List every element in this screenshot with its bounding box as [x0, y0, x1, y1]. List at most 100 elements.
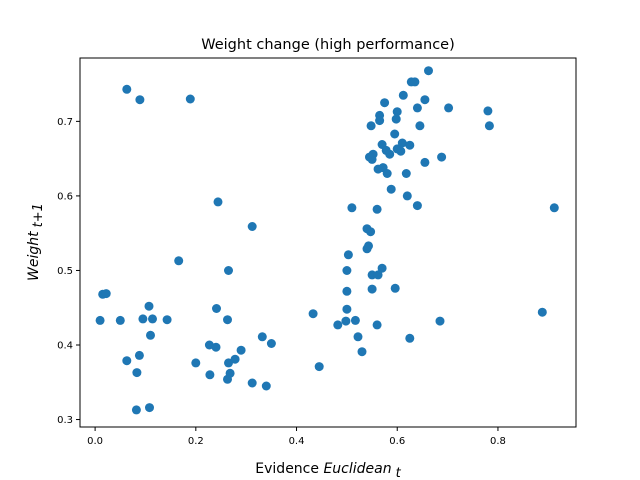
data-point — [314, 362, 324, 372]
y-tick-label: 0.4 — [57, 341, 73, 352]
data-point — [257, 332, 267, 342]
data-point — [372, 204, 382, 214]
x-axis-label-italic: Euclidean — [323, 461, 391, 477]
y-tick-label: 0.7 — [57, 117, 73, 128]
data-point — [373, 270, 383, 280]
data-point — [382, 169, 392, 178]
data-point — [138, 314, 148, 324]
data-point — [377, 263, 387, 273]
data-point — [341, 316, 351, 326]
data-point — [392, 107, 402, 117]
data-point — [401, 169, 411, 178]
data-point — [483, 106, 493, 116]
plot-frame — [79, 57, 577, 428]
data-point — [146, 330, 155, 340]
data-point — [372, 320, 382, 330]
data-point — [437, 152, 447, 162]
chart-title: Weight change (high performance) — [201, 37, 455, 53]
data-point — [549, 203, 559, 213]
data-point — [261, 381, 271, 391]
data-point — [205, 370, 215, 380]
x-tick-label: 0.2 — [188, 436, 204, 447]
data-point — [333, 320, 343, 330]
data-point — [405, 140, 415, 150]
data-point — [135, 95, 145, 105]
data-point — [366, 121, 376, 131]
y-axis-label: Weight t+1 — [26, 203, 46, 281]
data-point — [398, 90, 408, 100]
data-point — [212, 304, 221, 313]
data-point — [132, 368, 142, 378]
data-point — [405, 333, 415, 343]
data-point — [266, 339, 276, 348]
data-point — [415, 121, 425, 131]
data-point — [342, 266, 352, 275]
data-point — [420, 157, 430, 167]
x-axis-label-subscript: t — [396, 466, 402, 480]
data-point — [386, 184, 396, 194]
data-point — [347, 203, 357, 213]
data-point — [420, 95, 430, 105]
data-point — [397, 138, 407, 148]
data-point — [174, 256, 184, 266]
data-point — [410, 77, 420, 87]
data-point — [350, 315, 360, 325]
data-point — [424, 66, 433, 76]
data-point — [390, 129, 400, 139]
x-axis: 0.0 0.2 0.4 0.6 0.8 — [87, 427, 506, 447]
data-point — [101, 289, 111, 299]
data-point — [223, 315, 232, 325]
data-point — [435, 316, 445, 326]
data-point — [213, 197, 223, 207]
y-axis-label-italic: Weight — [26, 231, 42, 281]
data-point — [191, 358, 201, 368]
data-point — [385, 149, 395, 159]
data-point — [357, 347, 367, 357]
data-point — [353, 332, 363, 342]
data-point — [537, 307, 547, 317]
data-point — [402, 191, 412, 201]
x-tick-label: 0.8 — [490, 436, 506, 447]
data-point — [134, 350, 144, 360]
data-point — [365, 152, 374, 162]
data-point — [444, 103, 454, 113]
data-point — [224, 358, 233, 368]
data-point — [122, 356, 132, 366]
data-point — [412, 103, 422, 113]
x-tick-label: 0.6 — [389, 436, 405, 447]
y-tick-label: 0.3 — [57, 415, 73, 426]
data-point — [412, 201, 422, 211]
data-point — [225, 368, 235, 378]
data-point — [95, 315, 105, 325]
data-point — [247, 222, 257, 231]
data-point — [375, 116, 385, 126]
data-point — [145, 403, 154, 413]
y-axis-label-subscript: t+1 — [31, 203, 46, 227]
x-axis-label: Evidence Euclidean t — [255, 461, 401, 480]
data-point — [144, 301, 154, 311]
y-tick-label: 0.6 — [57, 191, 73, 202]
data-point — [367, 284, 377, 294]
data-point — [364, 241, 373, 251]
data-point — [380, 98, 390, 108]
data-point — [396, 146, 406, 156]
data-point — [122, 84, 132, 94]
data-point — [390, 283, 400, 293]
data-point — [484, 121, 494, 131]
data-point — [342, 286, 352, 296]
data-point — [224, 266, 233, 275]
x-tick-label: 0.4 — [289, 436, 305, 447]
x-tick-label: 0.0 — [87, 436, 103, 447]
data-point — [131, 405, 141, 415]
data-point — [391, 114, 401, 124]
points-layer — [95, 66, 559, 415]
data-point — [342, 304, 352, 314]
data-point — [366, 227, 376, 237]
y-axis: 0.3 0.4 0.5 0.6 0.7 — [57, 117, 80, 426]
data-point — [230, 354, 240, 364]
data-point — [185, 94, 195, 104]
data-point — [343, 250, 353, 260]
data-point — [236, 345, 246, 355]
